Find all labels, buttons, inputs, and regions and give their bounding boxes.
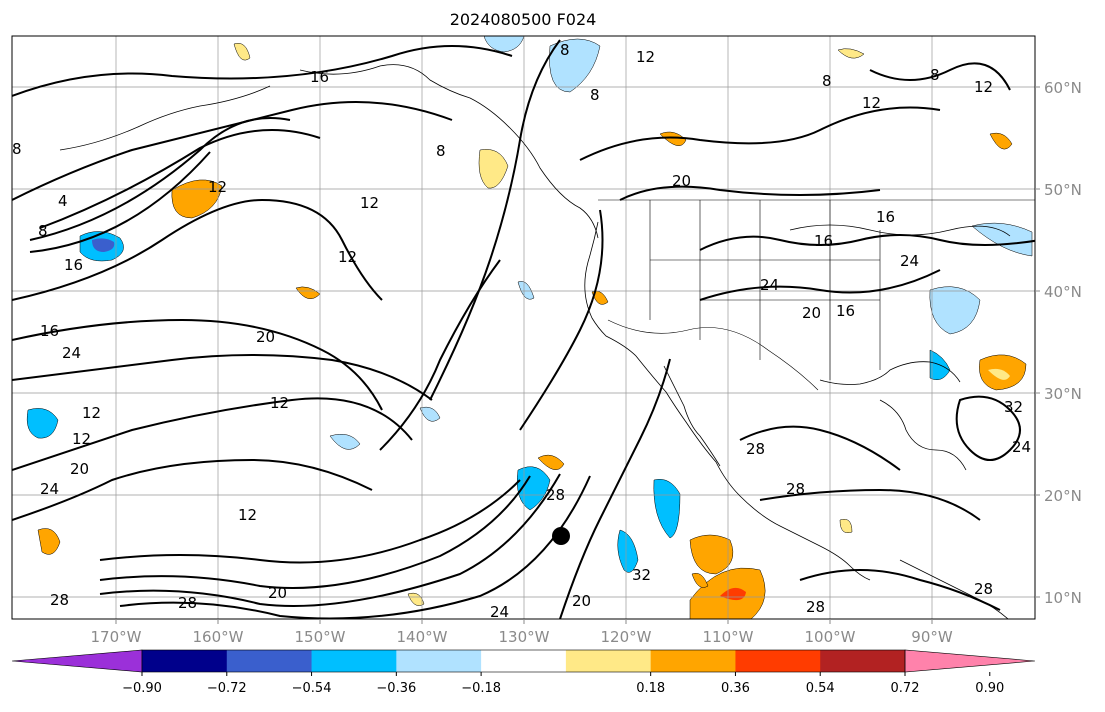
contour-label: 12 [82, 404, 101, 422]
contour-label: 16 [876, 208, 895, 226]
colorbar-tick-label: −0.54 [292, 681, 332, 696]
colorbar-tick-label: 0.72 [891, 681, 920, 696]
contour-label: 12 [636, 48, 655, 66]
graticule [12, 36, 1035, 619]
latitude-axis: 60°N 50°N 40°N 30°N 20°N 10°N [1035, 79, 1082, 607]
contour-label: 8 [12, 140, 22, 158]
storm-center-marker [552, 527, 570, 545]
contour-label-group: 8 8 12 16 12 12 8 4 8 16 12 16 20 24 12 … [12, 41, 1031, 621]
contour-label: 16 [836, 302, 855, 320]
contour-label: 20 [268, 584, 287, 602]
contour-label: 4 [58, 192, 68, 210]
contour-label: 24 [1012, 438, 1031, 456]
colorbar-cell [481, 650, 567, 672]
contour-label: 32 [1004, 398, 1023, 416]
colorbar-tick-label: −0.90 [122, 681, 162, 696]
colorbar: −0.90 −0.72 −0.54 −0.36 −0.18 0.18 0.36 0.54 0.7… [11, 649, 1036, 696]
lon-label: 160°W [193, 628, 244, 646]
lat-label: 20°N [1044, 487, 1082, 505]
lon-label: 140°W [397, 628, 448, 646]
map-area: 8 8 12 16 12 12 8 4 8 16 12 16 20 24 12 … [12, 36, 1035, 621]
colorbar-cell [396, 650, 482, 672]
contour-label: 20 [70, 460, 89, 478]
contour-label: 20 [256, 328, 275, 346]
lon-label: 110°W [703, 628, 754, 646]
contour-label: 28 [786, 480, 805, 498]
colorbar-cell [311, 650, 397, 672]
contour-label: 20 [572, 592, 591, 610]
lon-label: 100°W [805, 628, 856, 646]
contour-label: 24 [760, 276, 779, 294]
colorbar-cell [565, 650, 652, 672]
contour-label: 12 [208, 178, 227, 196]
contour-label: 12 [360, 194, 379, 212]
colorbar-cell [226, 650, 313, 672]
contour-label: 8 [930, 66, 940, 84]
contour-label: 32 [632, 566, 651, 584]
political-borders [598, 199, 1035, 391]
contour-label: 8 [436, 142, 446, 160]
colorbar-cell [650, 650, 736, 672]
contour-label: 28 [806, 598, 825, 616]
contour-label: 12 [270, 394, 289, 412]
shaded-fields [26, 36, 1033, 619]
colorbar-extend-low [11, 649, 143, 673]
contour-label: 8 [822, 72, 832, 90]
contour-label: 28 [546, 486, 565, 504]
coastlines [59, 64, 1011, 619]
contour-label: 28 [178, 594, 197, 612]
lat-label: 30°N [1044, 385, 1082, 403]
contour-label: 16 [64, 256, 83, 274]
lat-label: 40°N [1044, 283, 1082, 301]
colorbar-tick-label: 0.54 [806, 681, 835, 696]
contour-label: 12 [338, 248, 357, 266]
colorbar-tick-label: 0.36 [721, 681, 750, 696]
lon-label: 120°W [601, 628, 652, 646]
contour-lines [12, 39, 1035, 619]
contour-label: 12 [72, 430, 91, 448]
lat-label: 50°N [1044, 181, 1082, 199]
colorbar-tick-label: 0.90 [975, 681, 1004, 696]
contour-label: 28 [974, 580, 993, 598]
contour-label: 24 [40, 480, 59, 498]
colorbar-tick-label: −0.36 [376, 681, 416, 696]
contour-label: 24 [490, 603, 509, 621]
lon-label: 170°W [91, 628, 142, 646]
contour-label: 8 [38, 222, 48, 240]
contour-label: 8 [590, 86, 600, 104]
colorbar-tick-label: 0.18 [636, 681, 665, 696]
contour-label: 20 [672, 172, 691, 190]
contour-label: 16 [814, 232, 833, 250]
colorbar-cell [735, 650, 821, 672]
contour-label: 28 [746, 440, 765, 458]
contour-label: 16 [310, 68, 329, 86]
contour-label: 16 [40, 322, 59, 340]
colorbar-extend-high [904, 649, 1036, 673]
lon-label: 90°W [911, 628, 953, 646]
contour-label: 24 [62, 344, 81, 362]
contour-label: 12 [862, 94, 881, 112]
lon-label: 130°W [499, 628, 550, 646]
contour-label: 28 [50, 591, 69, 609]
lon-label: 150°W [295, 628, 346, 646]
contour-label: 8 [560, 41, 570, 59]
lat-label: 10°N [1044, 589, 1082, 607]
contour-label: 12 [974, 78, 993, 96]
longitude-axis: 170°W 160°W 150°W 140°W 130°W 120°W 110°… [91, 619, 953, 646]
colorbar-cell [820, 650, 906, 672]
contour-label: 20 [802, 304, 821, 322]
colorbar-tick-label: −0.18 [461, 681, 501, 696]
contour-label: 24 [900, 252, 919, 270]
map-title: 2024080500 F024 [450, 10, 597, 29]
lat-label: 60°N [1044, 79, 1082, 97]
colorbar-cell [142, 650, 228, 672]
colorbar-tick-label: −0.72 [207, 681, 247, 696]
contour-label: 12 [238, 506, 257, 524]
